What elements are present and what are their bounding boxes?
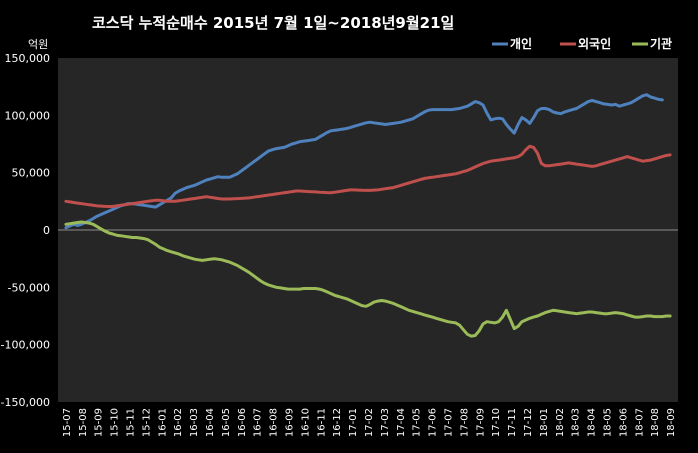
x-tick-label: 15-10 bbox=[110, 408, 121, 437]
y-tick-label: 0 bbox=[43, 224, 50, 237]
x-tick-label: 16-10 bbox=[300, 408, 311, 437]
x-tick-label: 17-02 bbox=[364, 408, 375, 437]
x-tick-label: 16-09 bbox=[285, 408, 296, 437]
series-lines bbox=[64, 93, 672, 338]
x-tick-label: 18-09 bbox=[666, 408, 677, 437]
x-tick-label: 17-04 bbox=[396, 408, 407, 437]
y-tick-label: -100,000 bbox=[1, 339, 50, 352]
legend-label: 개인 bbox=[510, 36, 532, 51]
y-tick-label: 150,000 bbox=[5, 52, 51, 65]
x-tick-label: 16-12 bbox=[332, 408, 343, 437]
x-tick-label: 17-10 bbox=[491, 408, 502, 437]
legend-label: 외국인 bbox=[578, 36, 611, 51]
series-line-2 bbox=[64, 144, 672, 208]
series-line-3 bbox=[64, 220, 672, 338]
x-axis-tick-labels: 15-07 15-08 15-09 15-10 15-11 15-12 16-01 16-02… bbox=[62, 408, 677, 437]
x-tick-label: 16-03 bbox=[189, 408, 200, 437]
y-tick-label: -50,000 bbox=[8, 281, 50, 294]
chart-title: 코스닥 누적순매수 2015년 7월 1일~2018년9월21일 bbox=[92, 14, 454, 32]
x-tick-label: 18-03 bbox=[571, 408, 582, 437]
legend: 개인 외국인 기관 bbox=[492, 36, 672, 51]
x-tick-label: 16-04 bbox=[205, 408, 216, 437]
x-tick-label: 18-07 bbox=[634, 408, 645, 437]
x-tick-label: 17-01 bbox=[348, 408, 359, 437]
x-tick-label: 18-01 bbox=[539, 408, 550, 437]
x-tick-label: 15-12 bbox=[141, 408, 152, 437]
x-tick-label: 16-11 bbox=[316, 408, 327, 437]
x-tick-label: 18-02 bbox=[555, 408, 566, 437]
legend-label: 기관 bbox=[650, 36, 672, 51]
x-tick-label: 15-11 bbox=[126, 408, 137, 437]
x-tick-label: 16-08 bbox=[269, 408, 280, 437]
x-tick-label: 18-06 bbox=[618, 408, 629, 437]
x-tick-label: 16-06 bbox=[237, 408, 248, 437]
x-tick-label: 15-09 bbox=[94, 408, 105, 437]
x-tick-label: 15-07 bbox=[62, 408, 73, 437]
x-tick-label: 16-02 bbox=[173, 408, 184, 437]
x-tick-label: 17-11 bbox=[507, 408, 518, 437]
y-axis-tick-labels: 150,000 100,000 50,000 0 -50,000 -100,000 -150… bbox=[1, 52, 50, 409]
x-tick-label: 17-03 bbox=[380, 408, 391, 437]
x-tick-label: 16-05 bbox=[221, 408, 232, 437]
y-tick-label: 100,000 bbox=[5, 109, 51, 122]
x-tick-label: 16-07 bbox=[253, 408, 264, 437]
x-tick-label: 17-12 bbox=[523, 408, 534, 437]
x-tick-label: 18-08 bbox=[650, 408, 661, 437]
x-tick-label: 15-08 bbox=[78, 408, 89, 437]
x-tick-label: 18-04 bbox=[587, 408, 598, 437]
y-axis-unit-label: 억원 bbox=[28, 38, 48, 51]
x-tick-label: 17-06 bbox=[428, 408, 439, 437]
y-tick-label: 50,000 bbox=[12, 167, 51, 180]
x-tick-label: 17-08 bbox=[459, 408, 470, 437]
x-tick-label: 17-05 bbox=[412, 408, 423, 437]
x-tick-label: 17-07 bbox=[443, 408, 454, 437]
y-tick-label: -150,000 bbox=[1, 396, 50, 409]
x-tick-label: 17-09 bbox=[475, 408, 486, 437]
x-tick-label: 16-01 bbox=[157, 408, 168, 437]
x-tick-label: 18-05 bbox=[602, 408, 613, 437]
